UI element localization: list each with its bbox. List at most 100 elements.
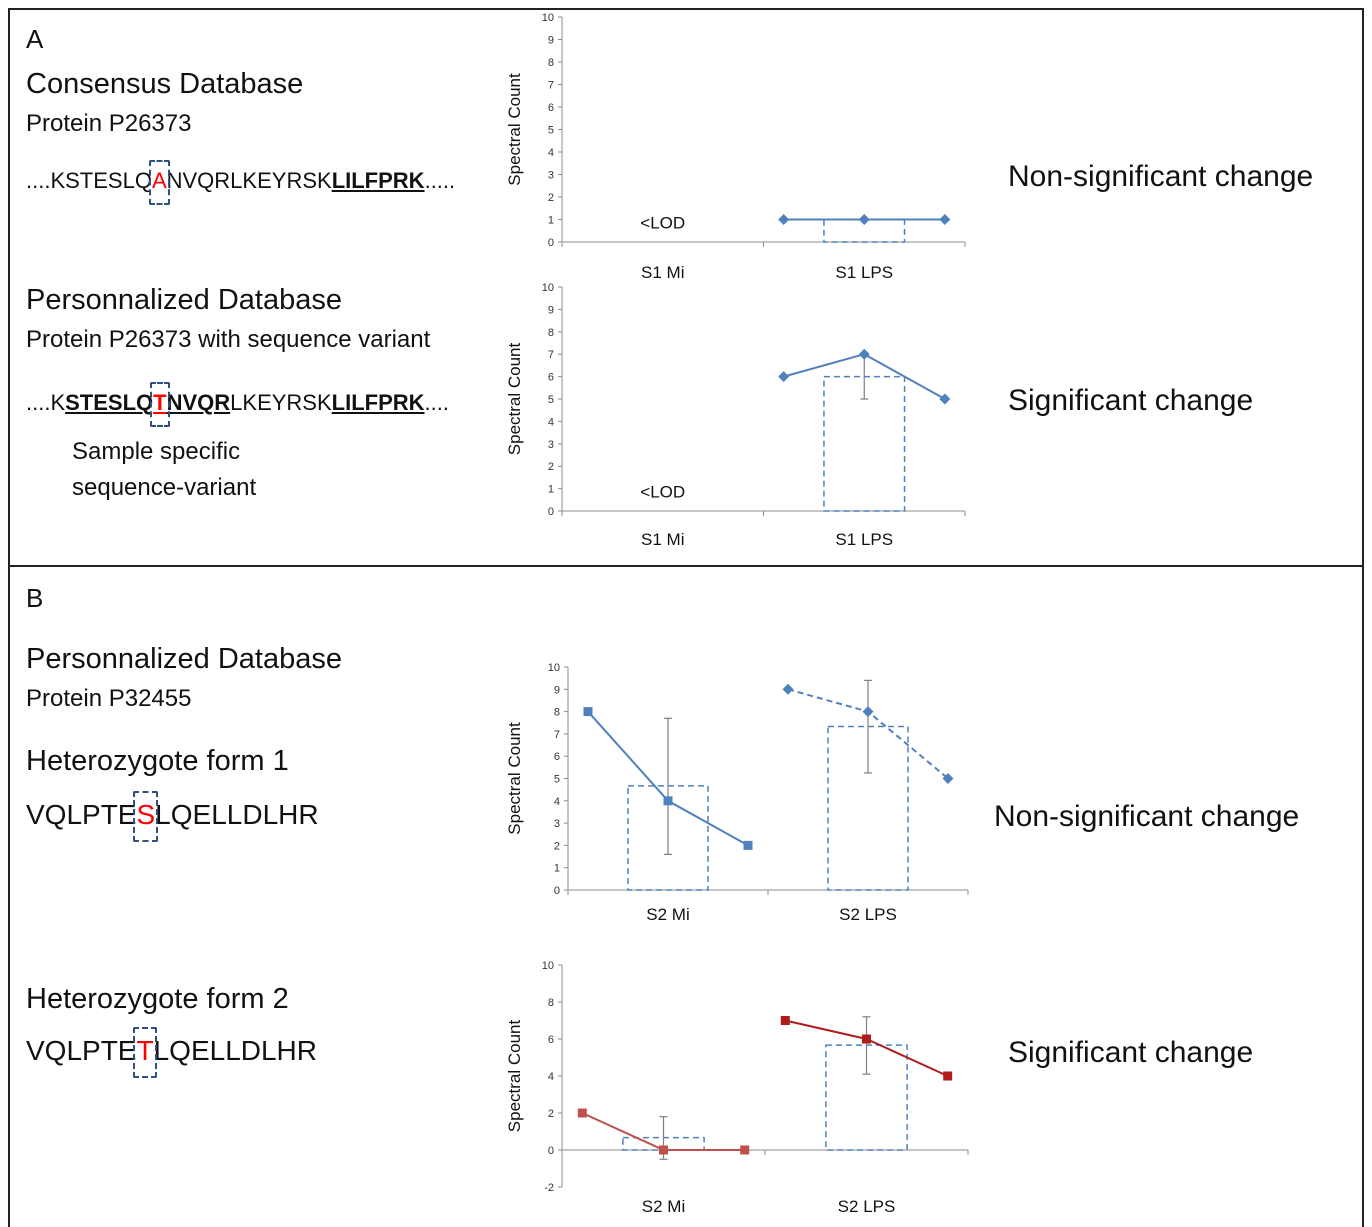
y-tick-label: 3 <box>554 818 560 830</box>
panel-b: B Personnalized Database Protein P32455 … <box>8 565 1364 1227</box>
variant-residue: S <box>136 799 156 830</box>
panel-b-protein: Protein P32455 <box>26 685 192 712</box>
y-axis-label: Spectral Count <box>505 342 524 455</box>
form2-title: Heterozygote form 2 <box>26 983 289 1015</box>
category-label: S1 Mi <box>641 263 684 282</box>
note-line-2: sequence-variant <box>72 474 257 501</box>
seq-suffix: LQELLDLHR <box>155 799 319 830</box>
y-tick-label: 10 <box>542 12 554 24</box>
consensus-protein: Protein P26373 <box>26 110 192 137</box>
seq-mid: LKEYRSK <box>230 390 332 415</box>
y-tick-label: 4 <box>548 1071 554 1083</box>
peptide-underlined: LILFPRK <box>331 168 425 193</box>
seq-mid: NVQRLKEYRSK <box>166 168 332 193</box>
panel-b-label: B <box>26 583 44 613</box>
variant-highlight: A <box>148 160 170 205</box>
seq-suffix: LQELLDLHR <box>153 1035 317 1066</box>
y-tick-label: 9 <box>548 304 554 316</box>
y-tick-label: 0 <box>554 885 560 897</box>
panel-b-title: Personnalized Database <box>26 643 342 675</box>
y-tick-label: 10 <box>548 662 560 674</box>
y-tick-label: 6 <box>548 102 554 114</box>
form1-title: Heterozygote form 1 <box>26 745 289 777</box>
y-tick-label: 0 <box>548 237 554 249</box>
category-label: S2 Mi <box>642 1197 685 1216</box>
category-label: S2 LPS <box>838 1197 896 1216</box>
seq-prefix: ....KSTESLQ <box>26 168 152 193</box>
data-point <box>743 840 753 850</box>
y-tick-label: 7 <box>548 80 554 92</box>
seq-prefix: VQLPTE <box>26 799 137 830</box>
y-tick-label: 2 <box>548 1108 554 1120</box>
seq-suffix: .... <box>424 390 449 415</box>
y-tick-label: 8 <box>548 57 554 69</box>
y-tick-label: 7 <box>548 349 554 361</box>
data-point <box>862 706 874 718</box>
category-label: S1 LPS <box>835 263 893 282</box>
consensus-title: Consensus Database <box>26 68 304 100</box>
data-point <box>943 1071 953 1081</box>
peptide-part-2: NVQR <box>166 390 231 415</box>
seq-prefix: ....K <box>26 390 66 415</box>
variant-highlight: T <box>133 1027 157 1078</box>
y-tick-label: 2 <box>554 840 560 852</box>
result-b-top: Non-significant change <box>994 800 1300 833</box>
data-point <box>862 1034 871 1044</box>
variant-highlight: S <box>133 791 159 842</box>
data-point <box>782 683 794 695</box>
variant-highlight: T <box>150 382 170 427</box>
variant-note: Sample specific sequence-variant <box>72 434 256 506</box>
variant-residue: T <box>136 1035 154 1066</box>
data-point <box>583 707 593 717</box>
y-tick-label: 3 <box>548 439 554 451</box>
y-tick-label: 10 <box>542 960 554 972</box>
result-a-bottom: Significant change <box>1008 384 1254 417</box>
chart-b-form2: -2 0 2 4 6 8 10 Spectral Count S2 Mi S2 LPS <box>505 960 969 1216</box>
data-point <box>663 796 673 806</box>
y-tick-label: 4 <box>548 416 554 428</box>
lod-annotation: <LOD <box>640 214 685 233</box>
seq-suffix: ..... <box>424 168 456 193</box>
y-tick-label: 8 <box>548 327 554 339</box>
form1-sequence: VQLPTES LQELLDLHR <box>26 791 319 842</box>
y-tick-label: 3 <box>548 170 554 182</box>
y-axis-label: Spectral Count <box>505 722 524 835</box>
y-tick-label: 8 <box>548 997 554 1009</box>
y-tick-label: 0 <box>548 506 554 518</box>
y-tick-label: 5 <box>548 394 554 406</box>
y-tick-label: 6 <box>548 1034 554 1046</box>
y-tick-label: 4 <box>554 796 560 808</box>
data-point <box>778 214 790 225</box>
y-tick-label: 5 <box>554 774 560 786</box>
y-tick-label: 6 <box>548 372 554 384</box>
data-point <box>939 393 951 405</box>
data-point <box>858 214 870 225</box>
data-point <box>740 1145 750 1155</box>
category-label: S1 LPS <box>835 530 893 549</box>
personalized-protein: Protein P26373 with sequence variant <box>26 326 431 353</box>
note-line-1: Sample specific <box>72 438 241 465</box>
y-tick-label: 0 <box>548 1145 554 1157</box>
chart-a-personalized: 0 1 2 3 4 5 6 7 8 9 10 Spectral Count S1 Mi S1 LPS <LO… <box>505 282 966 549</box>
data-point <box>939 214 951 225</box>
personalized-title: Personnalized Database <box>26 284 342 316</box>
category-label: S1 Mi <box>641 530 684 549</box>
variant-residue: T <box>153 390 167 415</box>
data-point <box>577 1108 587 1118</box>
panel-a: A Consensus Database Protein P26373 ....… <box>8 8 1364 567</box>
data-point <box>942 773 954 784</box>
y-tick-label: 1 <box>548 215 554 227</box>
category-label: S2 Mi <box>646 905 689 924</box>
chart-b-form1: 0 1 2 3 4 5 6 7 8 9 10 Spectral Count S2 Mi S2 LPS <box>505 662 969 924</box>
y-tick-label: 9 <box>548 35 554 47</box>
y-tick-label: 8 <box>554 707 560 719</box>
personalized-sequence: ....KSTESLQT NVQRLKEYRSKLILFPRK.... <box>26 382 449 427</box>
y-tick-label: 4 <box>548 147 554 159</box>
result-b-bottom: Significant change <box>1008 1036 1254 1069</box>
chart-a-consensus: 0 1 2 3 4 5 6 7 8 9 10 Spectral Count S1 Mi S1 LPS <LO… <box>505 12 966 282</box>
y-tick-label: -2 <box>544 1182 554 1194</box>
y-tick-label: 2 <box>548 192 554 204</box>
consensus-sequence: ....KSTESLQA NVQRLKEYRSKLILFPRK..... <box>26 160 456 205</box>
data-point <box>778 371 790 383</box>
y-tick-label: 1 <box>548 484 554 496</box>
